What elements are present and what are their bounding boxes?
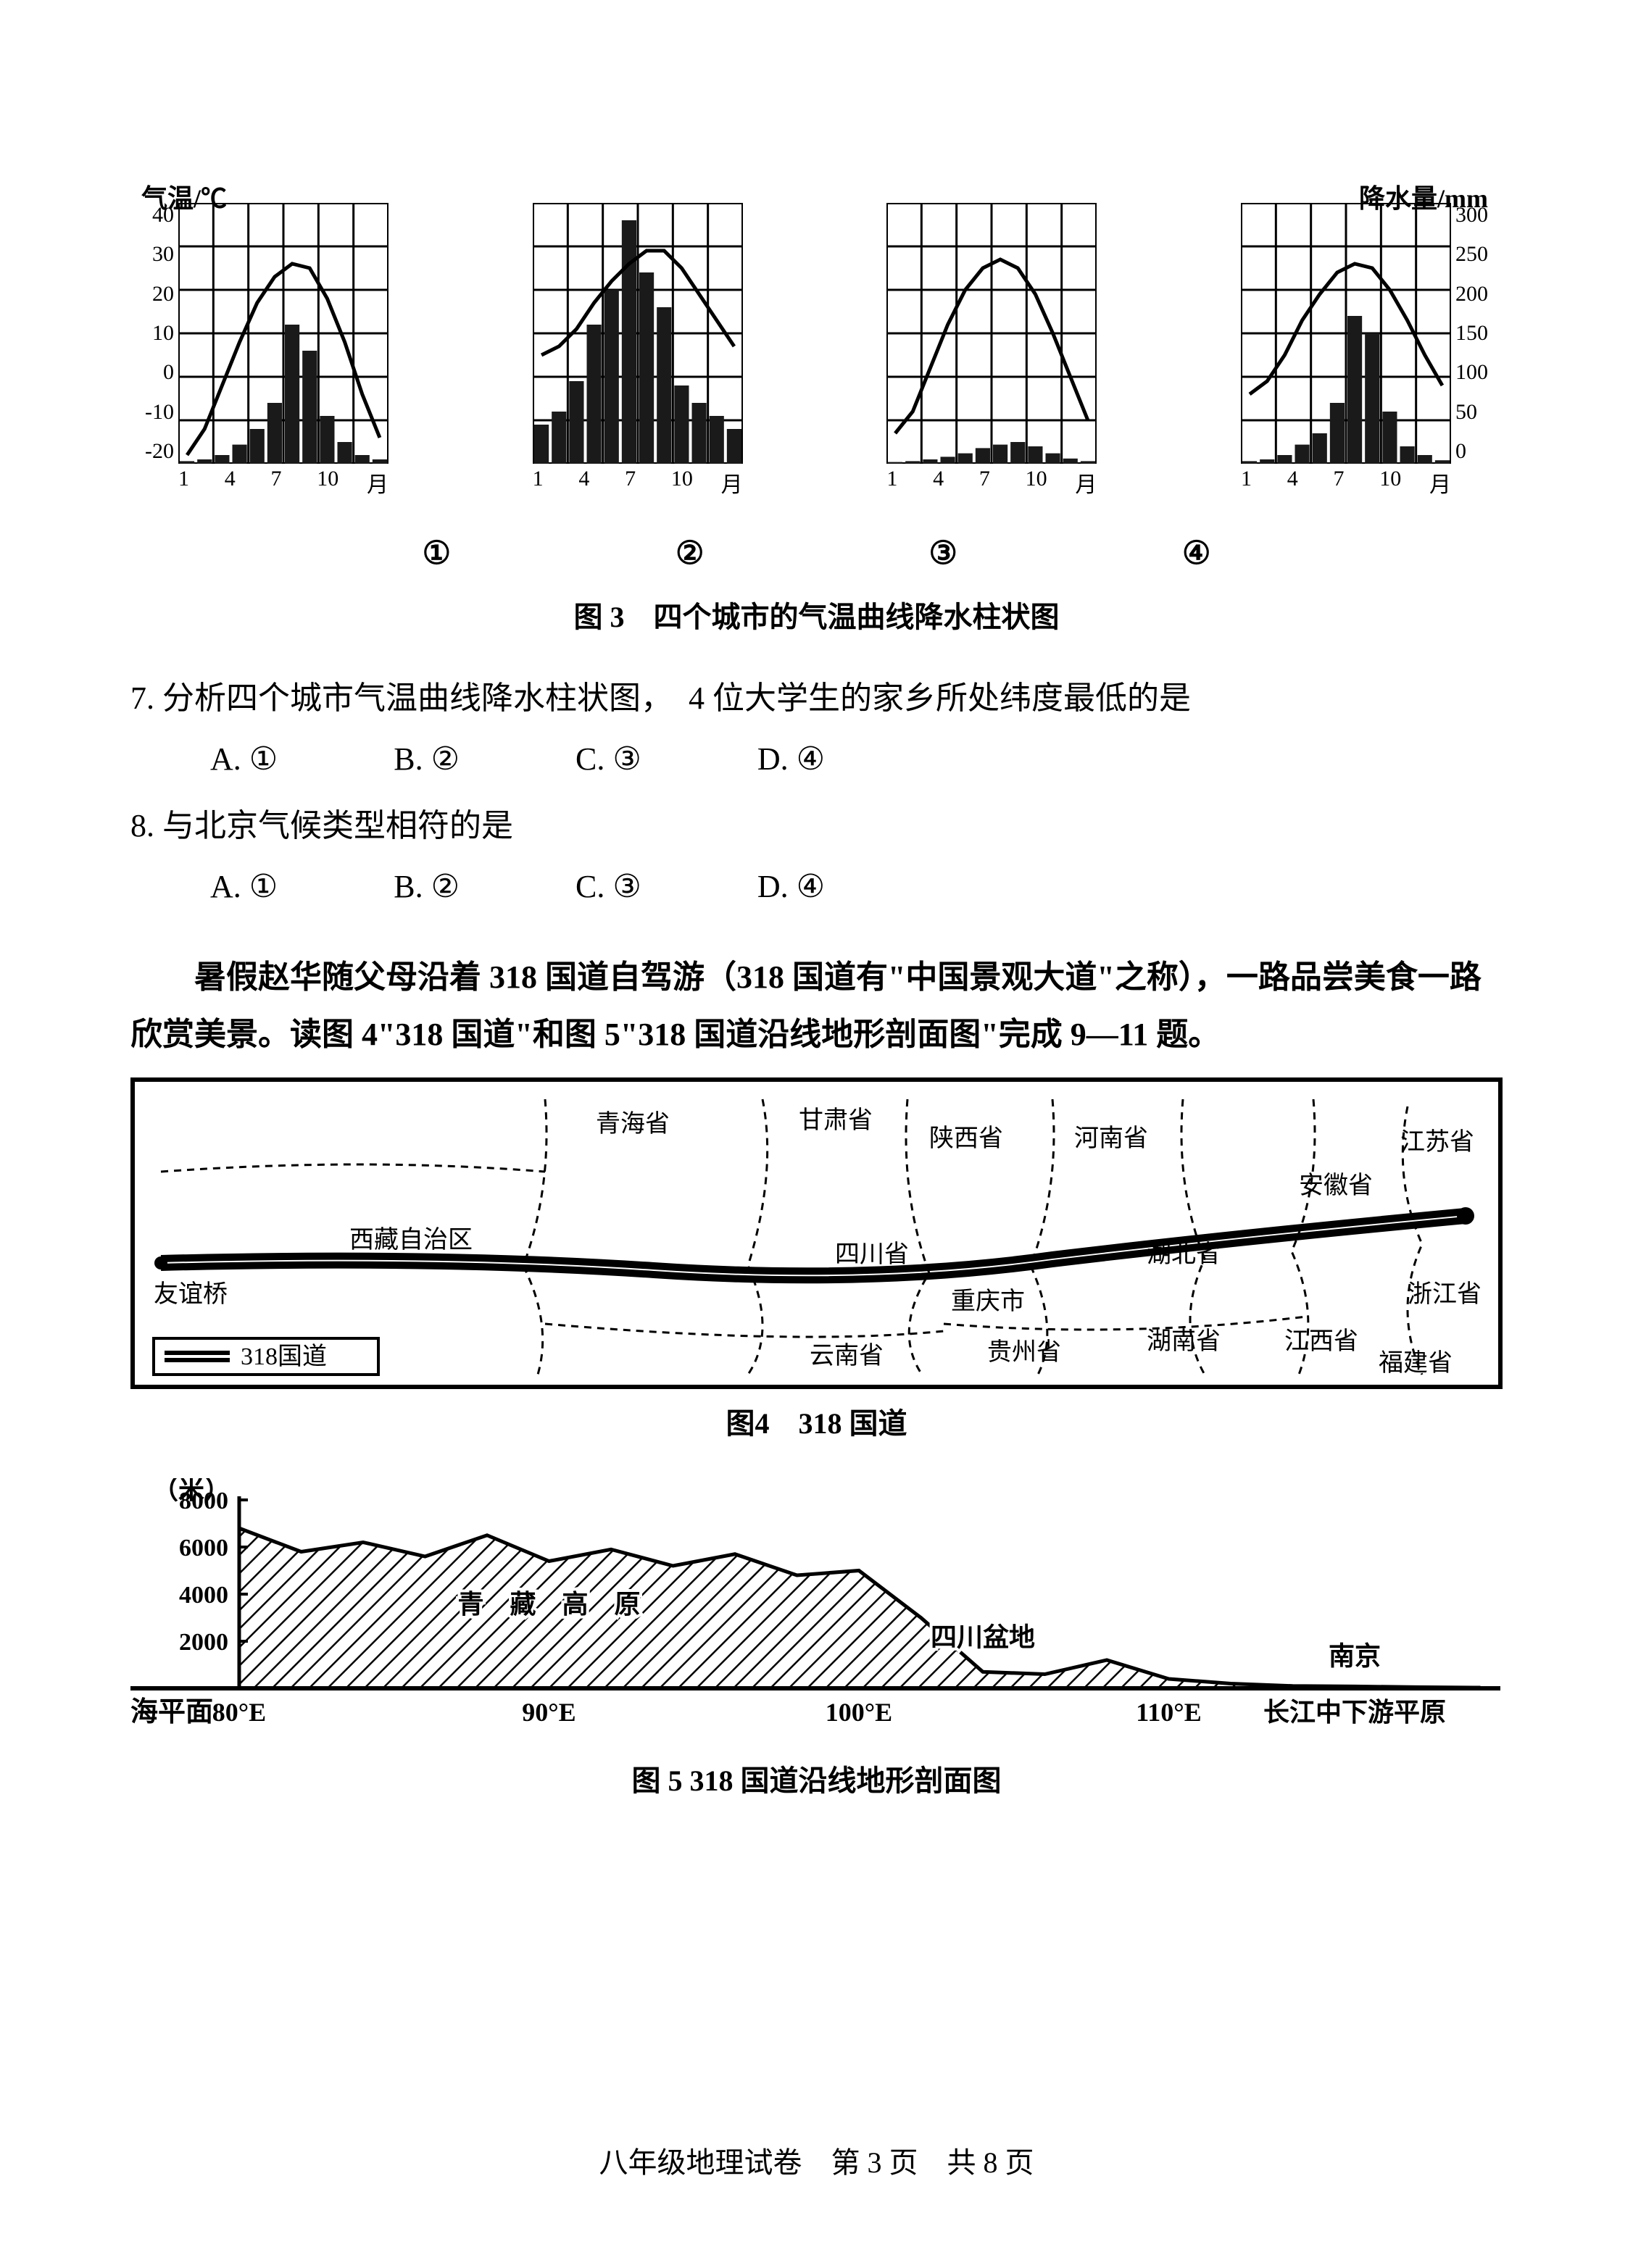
svg-text:西藏自治区: 西藏自治区: [349, 1226, 473, 1254]
q7-opt-a: A. ①: [210, 741, 278, 777]
chart-label-1: ①: [423, 535, 451, 572]
q7-opt-d: D. ④: [757, 741, 825, 777]
q7-opt-b: B. ②: [394, 741, 460, 777]
highway-map-svg: 青海省 甘肃省陕西省 河南省 江苏省安徽省西藏自治区四川省 湖北省重庆市云南省 贵州省 湖南…: [146, 1085, 1487, 1382]
figure5-caption: 图 5 318 国道沿线地形剖面图: [130, 1757, 1503, 1799]
svg-text:长江中下游平原: 长江中下游平原: [1263, 1698, 1446, 1727]
question-8-options: A. ① B. ② C. ③ D. ④: [130, 868, 1503, 905]
chart-label-4: ④: [1182, 535, 1210, 572]
precip-axis-label: 降水量/mm: [1359, 178, 1488, 215]
question-7-options: A. ① B. ② C. ③ D. ④: [130, 741, 1503, 777]
svg-text:100°E: 100°E: [826, 1698, 892, 1727]
chart-label-2: ②: [676, 535, 704, 572]
q8-opt-a: A. ①: [210, 868, 278, 905]
figure5-profile: （米）8000600040002000海平面80°E90°E100°E110°E…: [130, 1478, 1503, 1743]
svg-text:甘肃省: 甘肃省: [799, 1106, 873, 1134]
svg-text:2000: 2000: [179, 1629, 228, 1656]
question-8-text: 8. 与北京气候类型相符的是: [130, 799, 1503, 854]
q8-opt-c: C. ③: [576, 868, 641, 905]
svg-text:90°E: 90°E: [522, 1698, 576, 1727]
figure3-caption: 图 3 四个城市的气温曲线降水柱状图: [130, 593, 1503, 635]
svg-text:青海省: 青海省: [596, 1110, 670, 1138]
svg-text:海平面: 海平面: [130, 1697, 213, 1727]
svg-text:安徽省: 安徽省: [1299, 1172, 1373, 1199]
page-footer: 八年级地理试卷 第 3 页 共 8 页: [0, 2139, 1633, 2181]
svg-text:湖南省: 湖南省: [1147, 1327, 1221, 1355]
svg-text:江西省: 江西省: [1284, 1327, 1358, 1355]
svg-text:四川省: 四川省: [835, 1241, 909, 1268]
svg-text:6000: 6000: [179, 1535, 228, 1562]
svg-text:江苏省: 江苏省: [1400, 1128, 1474, 1156]
svg-text:友谊桥: 友谊桥: [154, 1280, 228, 1308]
svg-text:重庆市: 重庆市: [951, 1288, 1025, 1315]
q7-opt-c: C. ③: [576, 741, 641, 777]
chart-label-3: ③: [929, 535, 957, 572]
elevation-profile-svg: （米）8000600040002000海平面80°E90°E100°E110°E…: [130, 1478, 1500, 1739]
question-7-text: 7. 分析四个城市气温曲线降水柱状图， 4 位大学生的家乡所处纬度最低的是: [130, 672, 1503, 726]
climate-charts-row: 403020100-10-2014710月14710月14710月14710月3…: [130, 203, 1503, 499]
passage-text: 暑假赵华随父母沿着 318 国道自驾游（318 国道有"中国景观大道"之称），一…: [130, 949, 1503, 1063]
svg-text:贵州省: 贵州省: [987, 1338, 1061, 1366]
question-8: 8. 与北京气候类型相符的是: [130, 799, 1503, 854]
q8-opt-d: D. ④: [757, 868, 825, 905]
chart-number-labels: ① ② ③ ④: [130, 535, 1503, 572]
figure4-map: 青海省 甘肃省陕西省 河南省 江苏省安徽省西藏自治区四川省 湖北省重庆市云南省 贵州省 湖南…: [130, 1077, 1503, 1389]
svg-text:南京: 南京: [1329, 1640, 1381, 1670]
svg-text:80°E: 80°E: [212, 1698, 266, 1727]
svg-text:4000: 4000: [179, 1582, 228, 1609]
svg-text:浙江省: 浙江省: [1408, 1280, 1482, 1308]
svg-text:福建省: 福建省: [1379, 1349, 1453, 1377]
svg-text:四川盆地: 四川盆地: [931, 1622, 1035, 1651]
question-7: 7. 分析四个城市气温曲线降水柱状图， 4 位大学生的家乡所处纬度最低的是: [130, 672, 1503, 726]
q8-opt-b: B. ②: [394, 868, 460, 905]
svg-text:河南省: 河南省: [1074, 1125, 1148, 1152]
svg-text:318国道: 318国道: [241, 1343, 327, 1370]
svg-text:110°E: 110°E: [1136, 1698, 1201, 1727]
figure4-caption: 图4 318 国道: [130, 1400, 1503, 1442]
svg-text:青 藏 高 原: 青 藏 高 原: [457, 1590, 640, 1619]
svg-text:湖北省: 湖北省: [1147, 1241, 1221, 1268]
temp-axis-label: 气温/℃: [141, 178, 227, 215]
svg-text:8000: 8000: [179, 1488, 228, 1514]
svg-text:陕西省: 陕西省: [929, 1125, 1003, 1152]
svg-text:云南省: 云南省: [810, 1342, 884, 1369]
